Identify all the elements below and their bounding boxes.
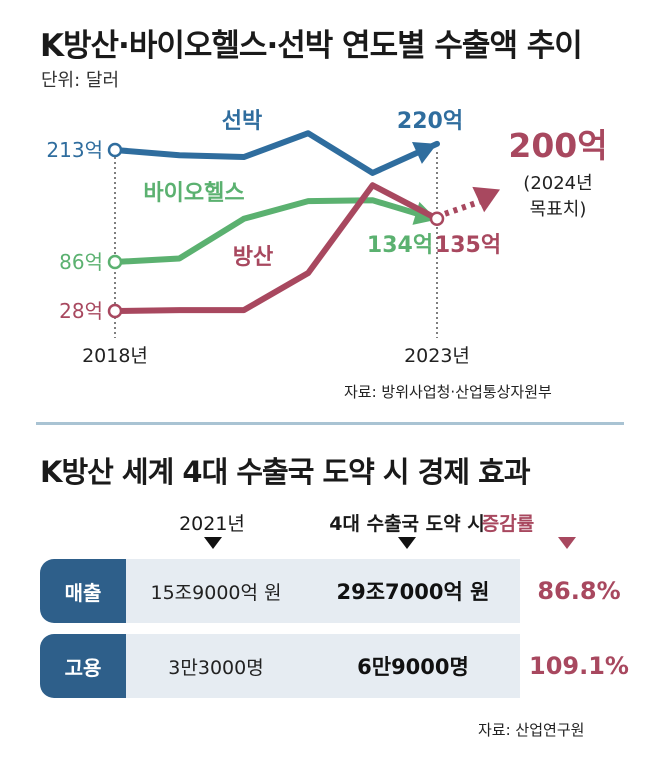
start-value-label: 86억 xyxy=(59,250,103,274)
series-name-label: 방산 xyxy=(233,245,273,270)
x-tick-label: 2023년 xyxy=(404,345,470,367)
target-value-label: 200억 xyxy=(508,126,607,165)
line-chart: 2018년 2023년 86억 바이오헬스 28억 방산 213억 선박 220억 134억 135… xyxy=(46,109,607,367)
column-header-2021: 2021년 xyxy=(179,513,245,535)
table-row-sales: 매출 15조9000억 원 29조7000억 원 xyxy=(40,559,520,623)
row-body: 3만3000명 6만9000명 xyxy=(126,634,520,698)
row-body: 15조9000억 원 29조7000억 원 xyxy=(126,559,520,623)
column-header-rate: 증감률 xyxy=(481,513,535,535)
arrowhead xyxy=(412,141,437,164)
point-marker xyxy=(107,303,123,319)
series-name-label: 바이오헬스 xyxy=(143,181,244,206)
series-name-label: 선박 xyxy=(222,109,262,134)
down-arrow-icon xyxy=(204,537,222,549)
cell-target-jobs: 6만9000명 xyxy=(357,655,469,679)
point-marker xyxy=(107,142,123,158)
rate-jobs: 109.1% xyxy=(529,652,629,680)
row-label-sales: 매출 xyxy=(40,559,126,623)
series-line-바이오헬스 xyxy=(112,197,440,265)
rate-sales: 86.8% xyxy=(537,577,621,605)
row-label-jobs: 고용 xyxy=(40,634,126,698)
cell-2021-jobs: 3만3000명 xyxy=(168,656,264,679)
point-marker xyxy=(429,211,445,227)
unit-label: 단위: 달러 xyxy=(41,70,120,91)
end-value-label: 134억 xyxy=(367,233,433,258)
table-source: 자료: 산업연구원 xyxy=(478,721,585,739)
cell-target-sales: 29조7000억 원 xyxy=(336,580,490,604)
cell-2021-sales: 15조9000억 원 xyxy=(150,581,282,604)
end-value-label: 220억 xyxy=(397,109,463,134)
section-divider xyxy=(36,422,624,425)
point-marker xyxy=(107,254,123,270)
target-note: 목표치) xyxy=(530,199,587,220)
column-header-target: 4대 수출국 도약 시 xyxy=(329,513,485,535)
x-tick-label: 2018년 xyxy=(82,345,148,367)
down-arrow-icon xyxy=(398,537,416,549)
chart-title: K방산·바이오헬스·선박 연도별 수출액 추이 xyxy=(40,28,583,64)
start-value-label: 213억 xyxy=(46,138,103,162)
chart-source: 자료: 방위사업청·산업통상자원부 xyxy=(344,383,552,401)
series-line-선박 xyxy=(112,130,440,176)
down-arrow-icon xyxy=(558,537,576,549)
target-note: (2024년 xyxy=(523,173,592,194)
end-value-label: 135억 xyxy=(435,233,501,258)
series-line-방산 xyxy=(112,182,440,314)
target-arrowhead xyxy=(472,186,500,213)
start-value-label: 28억 xyxy=(59,299,103,323)
table-title: K방산 세계 4대 수출국 도약 시 경제 효과 xyxy=(40,455,531,489)
table-row-jobs: 고용 3만3000명 6만9000명 xyxy=(40,634,520,698)
